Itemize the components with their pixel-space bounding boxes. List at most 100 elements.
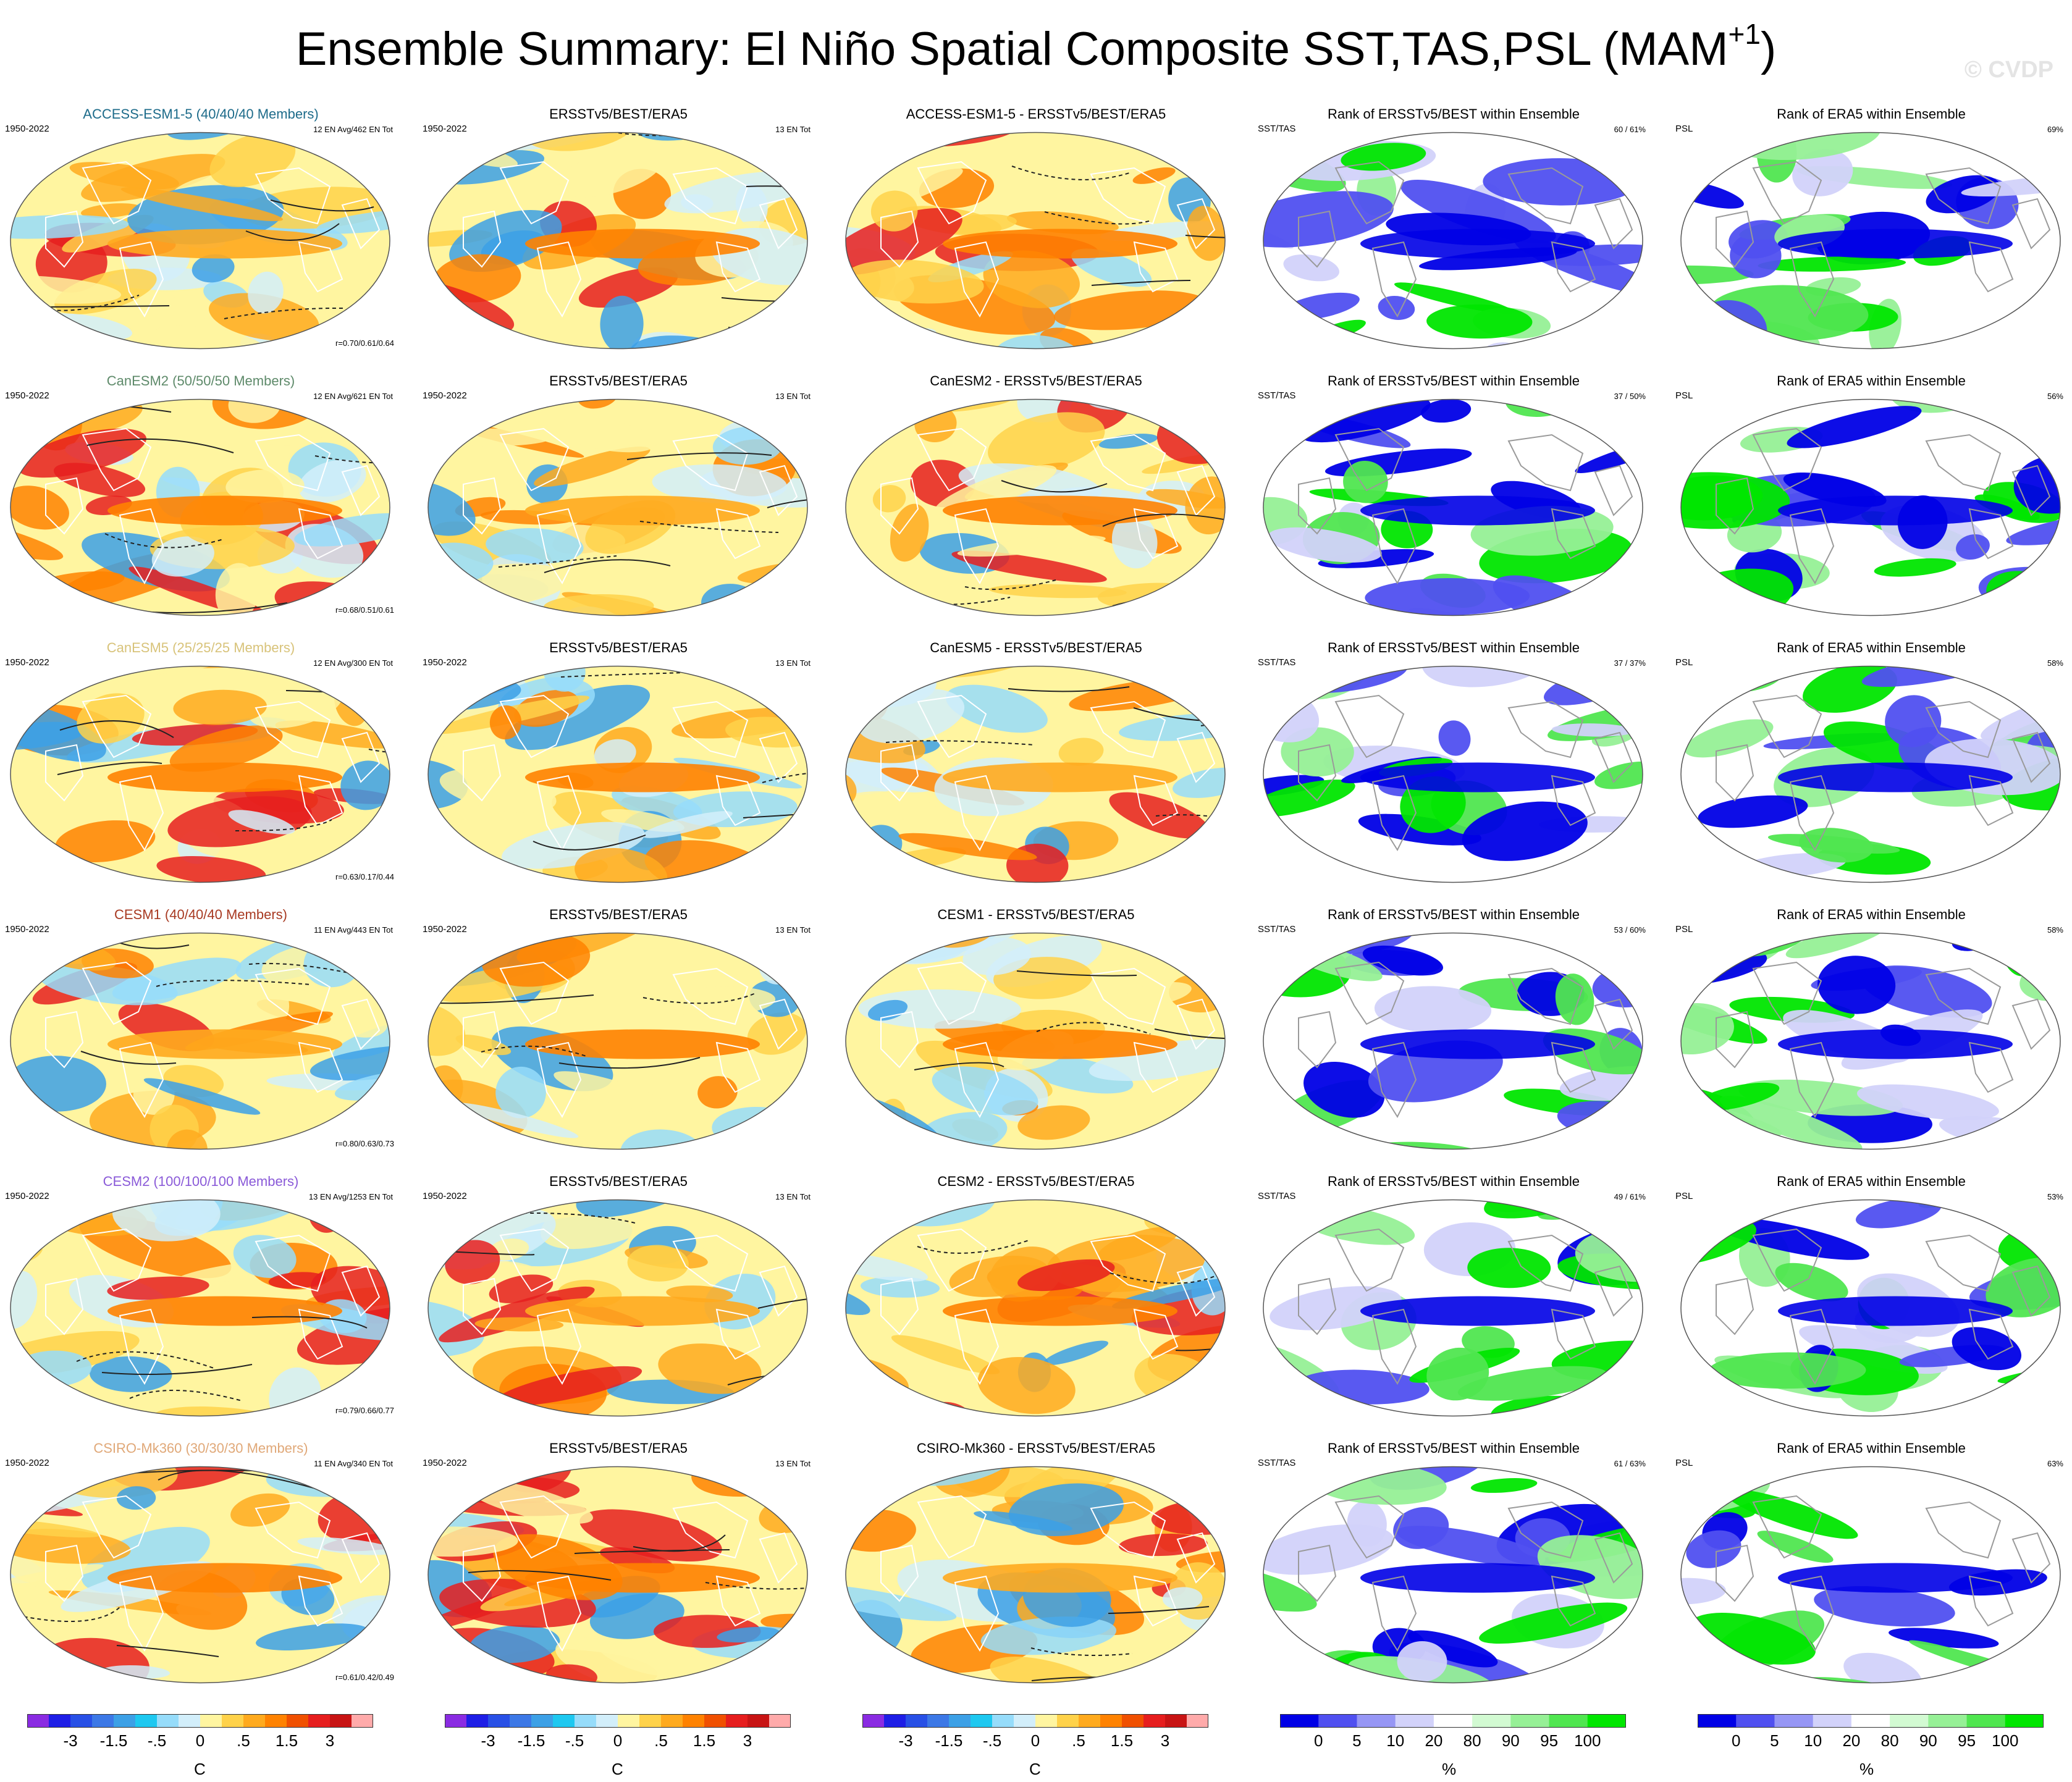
map-blob	[846, 1251, 928, 1282]
world-map	[845, 398, 1226, 616]
coastline	[1090, 434, 1166, 492]
colorbar-swatch	[596, 1714, 618, 1728]
colorbar: 0 5 10 20 80 90 95 100%	[1698, 1714, 2044, 1782]
panel-title-rank-sst: Rank of ERSSTv5/BEST within Ensemble	[1328, 640, 1580, 655]
panel-title-difference: CanESM2 - ERSSTv5/BEST/ERA5	[930, 373, 1142, 389]
coastline	[1133, 1308, 1179, 1360]
map-blob	[1378, 295, 1415, 320]
coastline	[499, 1228, 570, 1292]
colorbar-swatch	[135, 1714, 158, 1728]
map-blob	[428, 1002, 466, 1056]
coastline	[1752, 1228, 1822, 1292]
rank-percent: 37 / 37%	[1614, 658, 1646, 668]
rank-percent: 58%	[2047, 658, 2063, 668]
map-blob	[1889, 1628, 1999, 1649]
psl-contour	[346, 936, 390, 950]
colorbar-swatch	[114, 1714, 136, 1728]
map-blob	[1698, 795, 1808, 828]
map-blob	[1686, 1530, 1741, 1568]
psl-contour	[11, 295, 140, 311]
colorbar-swatch	[726, 1714, 748, 1728]
colorbar-swatch	[70, 1714, 93, 1728]
map-blob	[454, 1103, 579, 1138]
map-blob	[1119, 713, 1225, 741]
map-panel: Rank of ERA5 within Ensemble PSL 53%	[1670, 1172, 2072, 1419]
colorbar-swatch	[466, 1714, 489, 1728]
world-map	[845, 132, 1226, 350]
pattern-correlation: r=0.80/0.63/0.73	[335, 1139, 394, 1148]
colorbar-tick-label: -1.5	[100, 1731, 128, 1750]
variable-label: SST/TAS	[1258, 1191, 1296, 1201]
map-panel: ERSSTv5/BEST/ERA5 1950-2022 13 EN Tot	[418, 639, 819, 886]
world-map	[845, 932, 1226, 1150]
coastline	[1176, 731, 1216, 783]
coastline	[341, 464, 381, 516]
map-panel: Rank of ERA5 within Ensemble PSL 58%	[1670, 906, 2072, 1153]
colorbar-tick-label: 0	[613, 1731, 622, 1750]
psl-contour	[1036, 1022, 1151, 1035]
world-map	[10, 398, 390, 616]
map-border	[10, 398, 390, 616]
map-blob	[77, 693, 145, 744]
map-blob	[1814, 1586, 1955, 1627]
map-blob	[428, 399, 487, 422]
colorbar-tick-label: 0	[1732, 1731, 1740, 1750]
variable-label: PSL	[1675, 124, 1693, 134]
psl-contour	[104, 533, 224, 548]
map-blob	[1111, 513, 1158, 569]
map-blob	[1681, 1003, 1734, 1055]
map-border	[1263, 132, 1643, 350]
colorbar-swatch	[49, 1714, 71, 1728]
coastline	[1925, 1234, 2002, 1292]
map-blob	[977, 1356, 1076, 1414]
map-blob	[1630, 965, 1643, 983]
colorbar-tick-label: -3	[63, 1731, 77, 1750]
colorbar-frame	[445, 1714, 791, 1728]
coastline	[341, 1532, 381, 1584]
psl-contour	[11, 1606, 121, 1622]
world-map	[845, 665, 1226, 883]
map-border	[427, 1199, 808, 1417]
map-blob	[989, 584, 1127, 599]
map-border	[1263, 932, 1643, 1150]
coastline	[1551, 775, 1596, 826]
psl-contour	[1011, 166, 1132, 180]
map-blob	[554, 1071, 672, 1112]
world-map	[427, 132, 808, 350]
map-blob	[340, 760, 390, 810]
map-blob	[747, 1012, 807, 1055]
coastline	[759, 998, 798, 1050]
rank-percent: 53 / 60%	[1614, 925, 1646, 935]
colorbar-swatch	[1851, 1714, 1890, 1728]
colorbar-swatch	[1433, 1714, 1473, 1728]
map-blob	[11, 1213, 65, 1253]
coastline	[1334, 427, 1405, 492]
coastline	[1507, 1501, 1584, 1559]
map-blob	[846, 399, 907, 425]
equatorial-band	[107, 495, 342, 526]
map-blob	[983, 250, 1080, 308]
map-blob	[898, 833, 1037, 860]
coastline	[954, 1575, 1000, 1652]
coastline	[255, 967, 331, 1025]
coastline	[1752, 1495, 1822, 1559]
map-blob	[891, 1335, 1000, 1374]
map-blob	[1421, 399, 1472, 423]
map-blob	[1127, 864, 1225, 883]
coastline	[2011, 1265, 2051, 1317]
equatorial-band	[107, 229, 342, 259]
map-blob	[332, 1020, 390, 1060]
psl-contour	[438, 994, 594, 1004]
event-count: 12 EN Avg/300 EN Tot	[313, 658, 393, 668]
equatorial-band	[107, 762, 342, 792]
colorbar-tick-label: 1.5	[693, 1731, 715, 1750]
colorbar-swatch	[992, 1714, 1014, 1728]
main-title-superscript: +1	[1728, 18, 1761, 50]
coastline	[463, 1277, 502, 1335]
coastline	[1594, 998, 1633, 1050]
coastline	[1925, 1501, 2002, 1559]
map-blob	[980, 1616, 1117, 1655]
equatorial-band	[525, 1296, 760, 1326]
colorbar-swatch	[1698, 1714, 1737, 1728]
panel-title-rank-psl: Rank of ERA5 within Ensemble	[1777, 907, 1966, 922]
